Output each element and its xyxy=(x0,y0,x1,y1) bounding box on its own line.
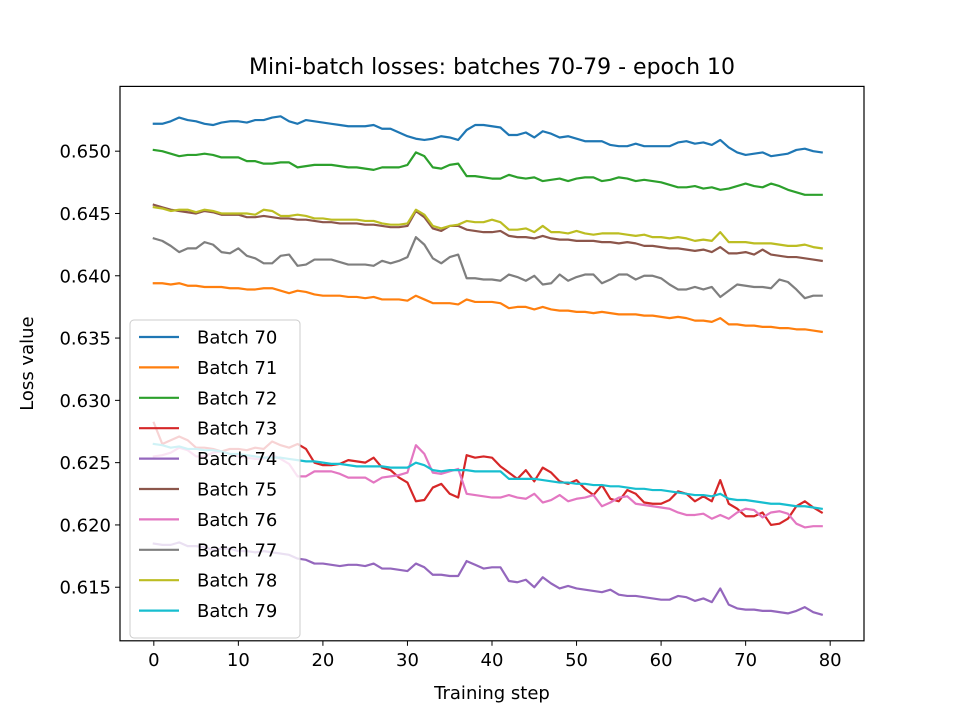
y-tick-label: 0.620 xyxy=(59,515,111,536)
legend-label: Batch 70 xyxy=(197,328,277,349)
x-tick-label: 40 xyxy=(481,650,504,671)
x-tick-label: 0 xyxy=(148,650,159,671)
y-tick-label: 0.635 xyxy=(59,329,111,350)
legend-label: Batch 71 xyxy=(197,358,277,379)
x-axis-label: Training step xyxy=(433,683,550,704)
legend-label: Batch 72 xyxy=(197,388,277,409)
y-tick-label: 0.645 xyxy=(59,204,111,225)
y-tick-label: 0.650 xyxy=(59,142,111,163)
y-tick-label: 0.630 xyxy=(59,391,111,412)
series-line-5 xyxy=(152,203,823,263)
legend-label: Batch 79 xyxy=(197,601,277,622)
legend-label: Batch 73 xyxy=(197,419,277,440)
y-tick-label: 0.625 xyxy=(59,453,111,474)
chart-title: Mini-batch losses: batches 70-79 - epoch… xyxy=(249,55,735,80)
y-tick-label: 0.615 xyxy=(59,578,111,599)
y-tick-label: 0.640 xyxy=(59,266,111,287)
x-tick-label: 70 xyxy=(734,650,757,671)
x-tick-label: 50 xyxy=(565,650,588,671)
y-axis-ticks: 0.615 0.620 0.625 0.630 0.635 0.640 0.645 0.650 xyxy=(59,142,120,599)
x-tick-label: 20 xyxy=(311,650,334,671)
legend-label: Batch 77 xyxy=(197,540,277,561)
legend-label: Batch 75 xyxy=(197,480,277,501)
series-line-7 xyxy=(152,236,823,300)
legend: Batch 70 Batch 71 Batch 72 Batch 73 Batch 74… xyxy=(129,319,301,639)
legend-label: Batch 76 xyxy=(197,510,277,531)
y-axis-label: Loss value xyxy=(17,316,38,410)
series-line-2 xyxy=(152,148,823,196)
legend-label: Batch 74 xyxy=(197,449,277,470)
x-tick-label: 30 xyxy=(396,650,419,671)
series-line-1 xyxy=(152,282,823,334)
x-axis-ticks: 0 10 20 30 40 50 60 70 80 xyxy=(148,640,842,671)
series-line-8 xyxy=(152,206,823,250)
x-tick-label: 10 xyxy=(227,650,250,671)
legend-box xyxy=(129,319,301,639)
legend-label: Batch 78 xyxy=(197,571,277,592)
x-tick-label: 60 xyxy=(650,650,673,671)
series-line-0 xyxy=(152,115,823,158)
x-tick-label: 80 xyxy=(819,650,842,671)
